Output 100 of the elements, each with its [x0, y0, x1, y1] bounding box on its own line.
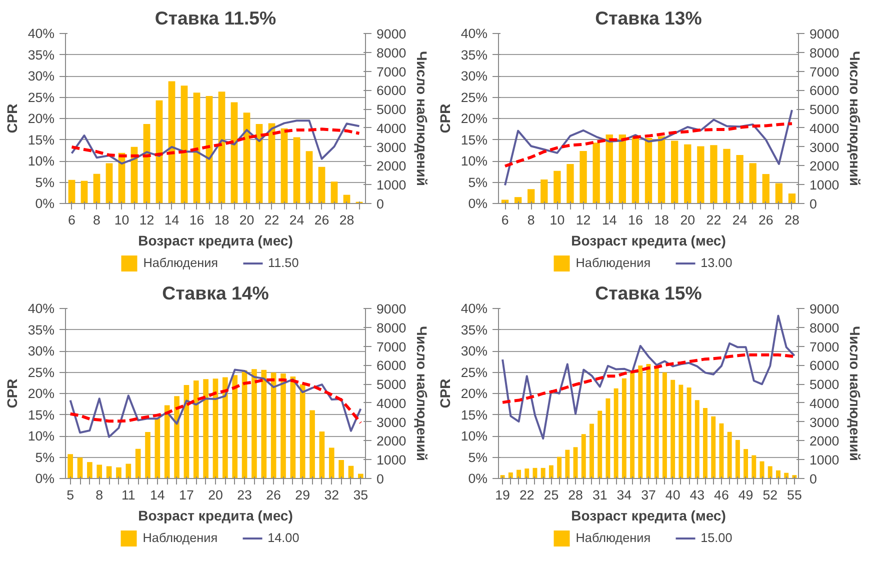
x-tick-label: 22: [706, 212, 722, 228]
x-tick-label: 16: [628, 212, 643, 228]
bar: [528, 189, 535, 204]
bar: [566, 164, 574, 204]
bar: [126, 464, 132, 478]
y-tick-label: 15%: [28, 407, 55, 422]
x-tick-label: 8: [93, 212, 100, 228]
bar: [703, 408, 708, 478]
y2-tick-label: 0: [810, 472, 817, 486]
y2-tick-label: 3000: [810, 414, 840, 430]
y-tick-label: 20%: [28, 111, 55, 126]
y2-tick-label: 6000: [810, 358, 840, 374]
y-tick-label: 10%: [460, 154, 488, 168]
bar: [116, 467, 122, 478]
y2-tick-label: 5000: [810, 377, 840, 392]
bar: [762, 174, 770, 204]
y2-tick-label: 0: [376, 472, 384, 486]
y-axis-title: CPR: [436, 104, 453, 134]
y-tick-label: 25%: [28, 90, 55, 105]
bar: [193, 380, 199, 478]
line-series: [69, 368, 362, 438]
bar: [280, 128, 288, 204]
x-tick-label: 12: [139, 212, 154, 228]
bar: [697, 146, 704, 204]
y2-tick-label: 0: [376, 196, 384, 212]
y-tick-label: 40%: [460, 26, 488, 41]
bar: [145, 432, 150, 478]
y2-tick-label: 0: [810, 196, 817, 212]
y-tick-label: 5%: [468, 450, 488, 465]
x-tick-label: 28: [568, 488, 583, 502]
bar: [338, 460, 344, 478]
y2-tick-label: 7000: [810, 64, 840, 80]
x-tick-label: 25: [544, 488, 559, 502]
legend-label: 14.00: [268, 531, 300, 545]
y-tick-label: 5%: [35, 450, 55, 465]
y-tick-label: 25%: [28, 364, 55, 380]
bar: [232, 375, 238, 478]
y-tick-label: 35%: [28, 322, 55, 338]
bar: [671, 140, 678, 204]
y-tick-label: 20%: [460, 111, 488, 126]
bar: [524, 468, 530, 478]
y-tick-label: 25%: [460, 364, 488, 380]
bar: [694, 400, 700, 478]
y-tick-label: 35%: [460, 322, 488, 338]
y2-axis-title: Число наблюдений: [414, 51, 430, 186]
y-tick-label: 30%: [28, 68, 55, 84]
bar: [164, 405, 170, 478]
y2-tick-label: 5000: [376, 377, 406, 392]
x-tick-label: 28: [339, 212, 354, 228]
bar: [290, 376, 296, 478]
x-tick-label: 8: [527, 212, 535, 228]
x-tick-label: 20: [680, 212, 696, 228]
bar: [174, 396, 180, 478]
x-tick-label: 22: [264, 212, 280, 228]
bar: [618, 134, 626, 204]
x-tick-label: 10: [114, 212, 130, 228]
bar: [590, 424, 594, 478]
x-tick-label: 28: [784, 212, 800, 228]
line-series: [68, 378, 362, 424]
y2-tick-label: 8000: [810, 45, 840, 60]
bar: [598, 410, 602, 478]
bar: [638, 366, 643, 478]
y2-tick-label: 1000: [376, 178, 406, 193]
y2-tick-label: 1000: [810, 452, 840, 468]
y-tick-label: 20%: [460, 386, 488, 401]
bar: [654, 366, 659, 478]
bar: [752, 455, 756, 478]
bar: [630, 371, 635, 478]
x-tick-label: 46: [714, 488, 729, 502]
y2-tick-label: 1000: [376, 452, 406, 468]
y2-tick-label: 7000: [376, 64, 406, 80]
y2-tick-label: 3000: [376, 140, 406, 155]
bar: [280, 373, 286, 478]
y2-axis-title: Число наблюдений: [847, 51, 864, 186]
bar: [735, 440, 740, 478]
bar: [268, 123, 276, 204]
y2-tick-label: 1000: [810, 178, 840, 193]
bar: [328, 448, 334, 478]
y-tick-label: 5%: [468, 174, 488, 190]
bar: [540, 468, 546, 478]
x-tick-label: 19: [495, 488, 510, 502]
bar: [218, 92, 226, 204]
bar: [632, 137, 640, 204]
y-tick-label: 25%: [460, 90, 488, 105]
chart-title: Ставка 11.5%: [154, 8, 277, 28]
y2-tick-label: 7000: [810, 339, 840, 354]
y-tick-label: 35%: [28, 47, 55, 62]
x-tick-label: 29: [295, 488, 310, 502]
y2-tick-label: 4000: [810, 396, 840, 411]
y-tick-label: 35%: [460, 47, 488, 62]
bar: [96, 464, 102, 478]
legend-label: Наблюдения: [576, 256, 651, 270]
bar: [719, 423, 724, 478]
bar: [775, 183, 783, 204]
x-tick-label: 14: [150, 488, 166, 502]
y-tick-label: 15%: [460, 407, 488, 422]
bar: [106, 466, 112, 478]
bar: [168, 81, 176, 204]
x-tick-label: 14: [164, 212, 180, 228]
line-series: [504, 122, 794, 168]
